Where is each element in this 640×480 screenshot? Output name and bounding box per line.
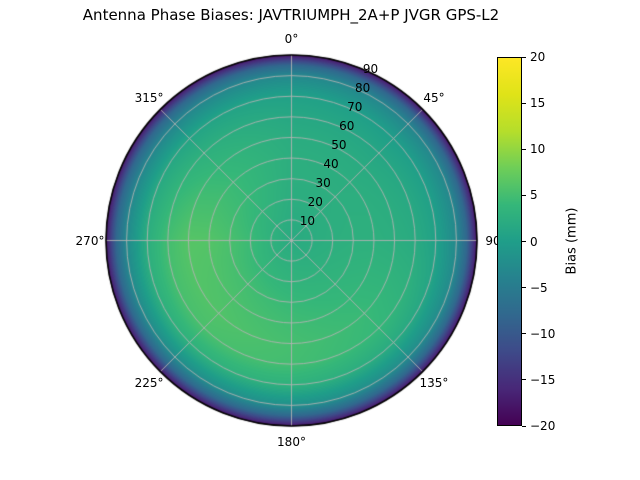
colorbar-tick (522, 333, 526, 335)
radial-tick-label: 50 (331, 138, 347, 153)
colorbar-tick (522, 56, 526, 58)
theta-tick-label: 270° (75, 233, 105, 248)
colorbar-tick (522, 148, 526, 150)
theta-tick-label: 0° (284, 32, 299, 46)
radial-tick-label: 20 (307, 195, 323, 210)
colorbar-tick (522, 287, 526, 289)
colorbar-tick-label: 5 (530, 188, 538, 203)
colorbar-tick-label: 0 (530, 234, 538, 249)
theta-tick-label: 90 (485, 233, 501, 248)
colorbar-tick (522, 241, 526, 242)
colorbar-tick-label: 10 (530, 142, 546, 157)
colorbar-tick (522, 379, 526, 381)
colorbar-tick-label: −20 (530, 419, 556, 433)
colorbar-label: Bias (mm) (564, 207, 580, 275)
radial-tick-label: 90 (362, 62, 379, 77)
colorbar-tick-label: 15 (530, 96, 546, 111)
colorbar-tick-label: −15 (530, 372, 556, 387)
theta-tick-label: 225° (134, 375, 164, 390)
colorbar-tick (522, 194, 526, 196)
colorbar (497, 57, 522, 426)
radial-tick-label: 80 (354, 81, 371, 96)
colorbar-tick-label: −10 (530, 326, 556, 341)
theta-tick-label: 180° (277, 435, 306, 449)
theta-tick-label: 135° (419, 375, 449, 390)
radial-tick-label: 40 (323, 157, 339, 172)
colorbar-tick-label: 20 (530, 50, 546, 64)
colorbar-tick-label: −5 (530, 280, 548, 295)
colorbar-tick (522, 102, 526, 104)
radial-tick-label: 30 (315, 176, 331, 191)
theta-tick-label: 45° (423, 91, 445, 106)
radial-tick-label: 70 (347, 100, 363, 115)
radial-tick-label: 10 (299, 214, 316, 229)
radial-tick-label: 60 (339, 119, 355, 134)
colorbar-tick (522, 425, 526, 427)
theta-tick-label: 315° (134, 91, 164, 106)
